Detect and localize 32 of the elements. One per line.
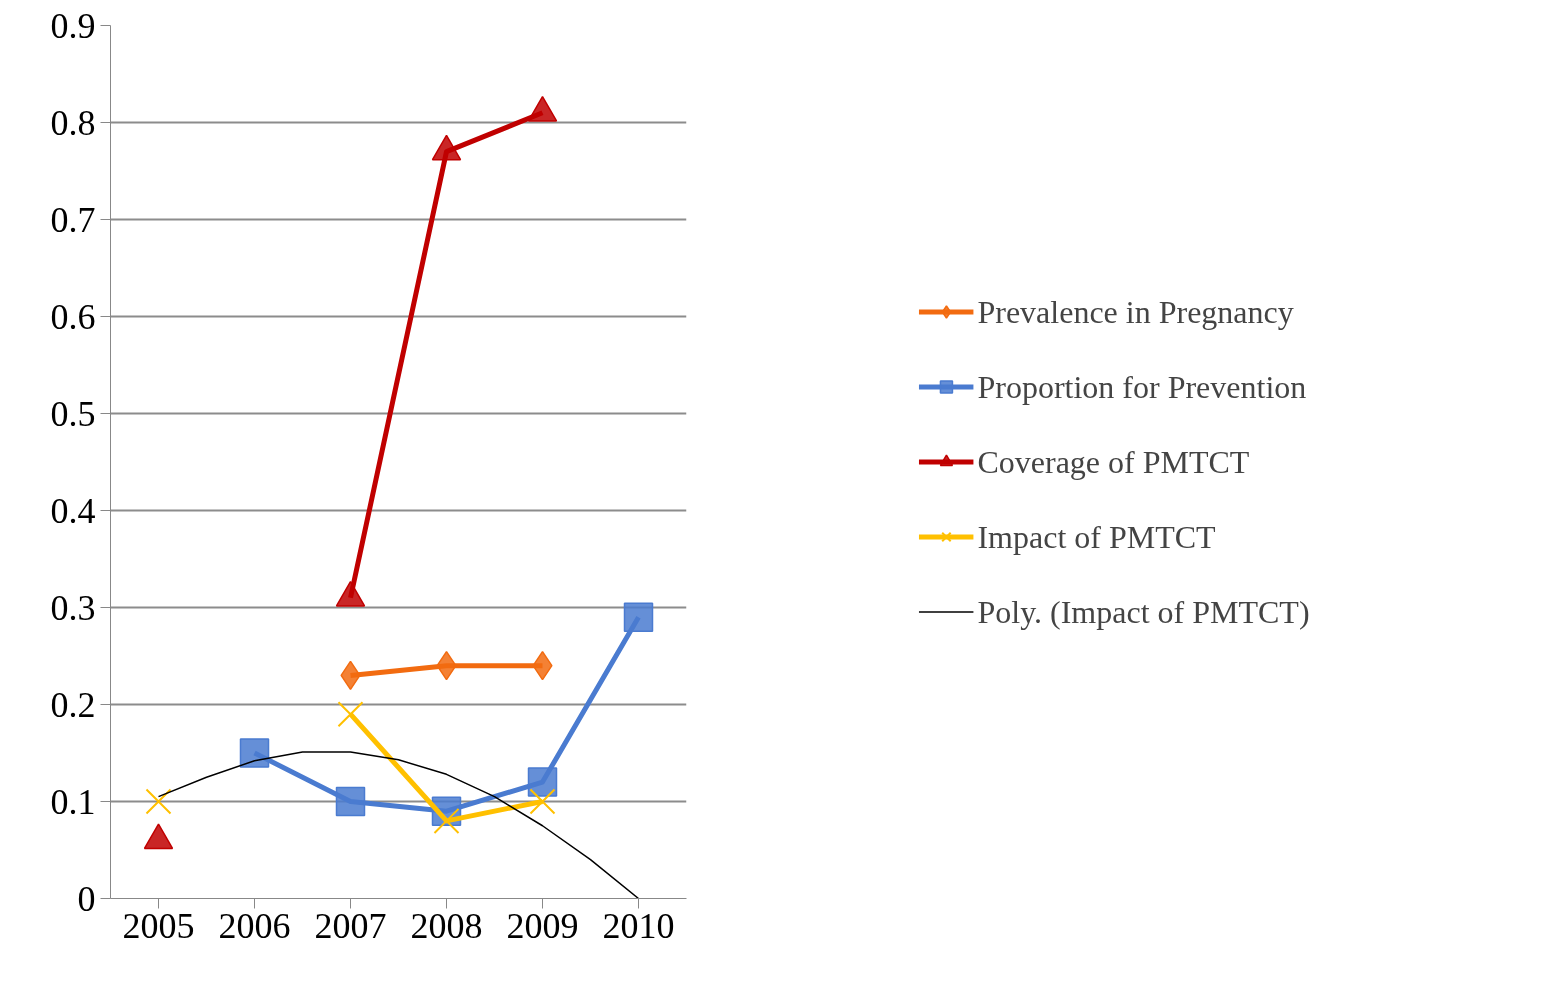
- point: [145, 788, 172, 815]
- x-tick-label: 2008: [410, 905, 483, 946]
- line-series: [157, 751, 640, 899]
- y-tick-label: 0.8: [50, 102, 96, 143]
- point: [239, 738, 270, 768]
- legend-label: Coverage of PMTCT: [977, 443, 1250, 480]
- y-tick-label: 0.6: [50, 296, 96, 337]
- legend-label: Proportion for Prevention: [977, 368, 1307, 405]
- x-tick-label: 2009: [506, 905, 579, 946]
- y-tick-label: 0.1: [50, 781, 96, 822]
- legend-label: Prevalence in Pregnancy: [977, 293, 1294, 330]
- y-tick-label: 0.5: [50, 393, 96, 434]
- y-tick-label: 0.3: [50, 587, 96, 628]
- y-tick-label: 0.7: [50, 199, 96, 240]
- point: [335, 786, 366, 817]
- point: [623, 602, 654, 632]
- point: [529, 788, 556, 815]
- y-tick-label: 0.4: [50, 490, 96, 531]
- y-tick-label: 0.2: [50, 684, 96, 725]
- legend-label: Poly. (Impact of PMTCT): [977, 593, 1310, 630]
- point: [527, 95, 558, 122]
- point: [433, 807, 460, 834]
- x-tick-label: 2005: [122, 905, 195, 946]
- x-tick-label: 2010: [602, 905, 675, 946]
- point: [431, 134, 462, 161]
- x-tick-label: 2007: [314, 905, 387, 946]
- x-tick-label: 2006: [218, 905, 291, 946]
- point: [527, 767, 558, 797]
- point: [337, 701, 364, 728]
- y-tick-label: 0.9: [50, 5, 96, 46]
- legend-label: Impact of PMTCT: [977, 518, 1216, 555]
- y-tick-label: 0: [77, 878, 96, 919]
